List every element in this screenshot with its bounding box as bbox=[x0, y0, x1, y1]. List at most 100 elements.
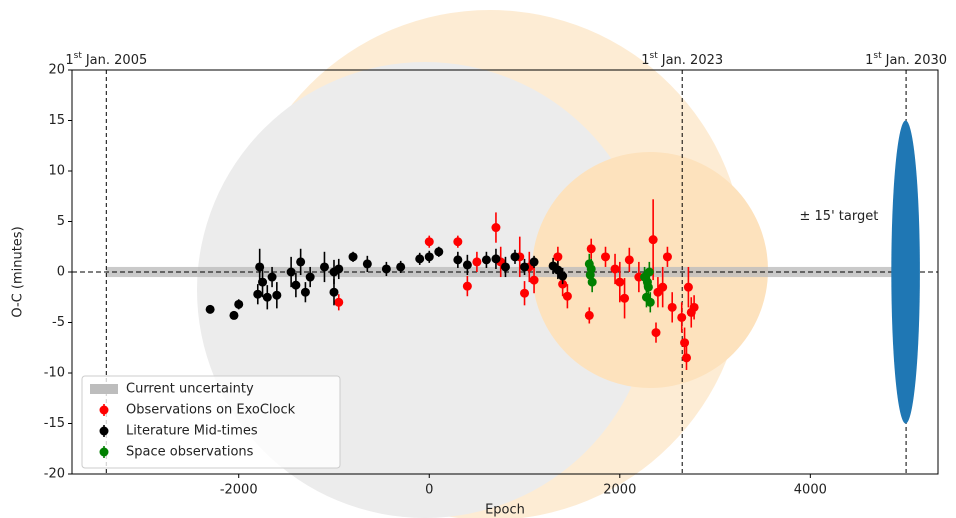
point bbox=[553, 252, 562, 261]
date-label-day: 1 bbox=[65, 53, 73, 68]
point bbox=[463, 260, 472, 269]
point bbox=[520, 289, 529, 298]
point bbox=[682, 353, 691, 362]
point bbox=[530, 257, 539, 266]
y-tick-label: 5 bbox=[57, 214, 65, 229]
date-label-suffix: st bbox=[650, 51, 659, 61]
point bbox=[663, 252, 672, 261]
x-tick-label: -2000 bbox=[220, 483, 258, 498]
y-tick-label: -20 bbox=[44, 467, 65, 482]
point bbox=[587, 244, 596, 253]
legend-swatch bbox=[90, 384, 118, 394]
point bbox=[258, 278, 267, 287]
point bbox=[425, 252, 434, 261]
y-tick-label: 15 bbox=[48, 113, 65, 128]
point bbox=[520, 262, 529, 271]
point bbox=[625, 255, 634, 264]
point bbox=[646, 298, 655, 307]
point bbox=[558, 272, 567, 281]
point bbox=[649, 235, 658, 244]
y-tick-label: -10 bbox=[44, 366, 65, 381]
point bbox=[690, 303, 699, 312]
x-axis-label: Epoch bbox=[485, 503, 525, 518]
point bbox=[301, 288, 310, 297]
point bbox=[588, 278, 597, 287]
point bbox=[291, 281, 300, 290]
y-axis-label: O-C (minutes) bbox=[11, 226, 26, 317]
chart: Epoch O-C (minutes) 1stJan. 20051stJan. … bbox=[0, 0, 956, 518]
point bbox=[645, 268, 654, 277]
legend-label: Current uncertainty bbox=[126, 382, 254, 397]
point bbox=[268, 273, 277, 282]
legend-label: Observations on ExoClock bbox=[126, 403, 296, 418]
point bbox=[482, 255, 491, 264]
point bbox=[272, 291, 281, 300]
x-tick-label: 0 bbox=[425, 483, 433, 498]
point bbox=[349, 252, 358, 261]
point bbox=[320, 262, 329, 271]
legend-label: Space observations bbox=[126, 445, 254, 460]
point bbox=[680, 338, 689, 347]
y-tick-label: -5 bbox=[52, 315, 65, 330]
point bbox=[334, 298, 343, 307]
legend-label: Literature Mid-times bbox=[126, 424, 258, 439]
date-label-rest: Jan. 2030 bbox=[885, 53, 947, 68]
legend-marker bbox=[100, 406, 109, 415]
point bbox=[463, 282, 472, 291]
point bbox=[587, 264, 596, 273]
legend-marker bbox=[100, 427, 109, 436]
y-tick-label: 10 bbox=[48, 164, 65, 179]
point bbox=[453, 255, 462, 264]
point bbox=[652, 328, 661, 337]
point bbox=[434, 247, 443, 256]
point bbox=[684, 283, 693, 292]
point bbox=[563, 292, 572, 301]
point bbox=[472, 257, 481, 266]
point bbox=[585, 311, 594, 320]
date-label-day: 1 bbox=[641, 53, 649, 68]
date-label-rest: Jan. 2005 bbox=[85, 53, 147, 68]
x-tick-label: 4000 bbox=[794, 483, 827, 498]
point bbox=[234, 300, 243, 309]
target-ellipse bbox=[891, 121, 920, 424]
point bbox=[601, 252, 610, 261]
x-tick-label: 2000 bbox=[603, 483, 636, 498]
legend-marker bbox=[100, 448, 109, 457]
point bbox=[658, 283, 667, 292]
point bbox=[668, 303, 677, 312]
date-label-rest: Jan. 2023 bbox=[661, 53, 723, 68]
point bbox=[491, 223, 500, 232]
point bbox=[530, 276, 539, 285]
point bbox=[396, 262, 405, 271]
point bbox=[306, 273, 315, 282]
point bbox=[620, 294, 629, 303]
date-label-day: 1 bbox=[865, 53, 873, 68]
point bbox=[453, 237, 462, 246]
point bbox=[677, 313, 686, 322]
point bbox=[253, 290, 262, 299]
point bbox=[263, 293, 272, 302]
point bbox=[287, 268, 296, 277]
point bbox=[611, 264, 620, 273]
y-tick-label: -15 bbox=[44, 416, 65, 431]
point bbox=[511, 252, 520, 261]
point bbox=[501, 262, 510, 271]
point bbox=[329, 288, 338, 297]
point bbox=[296, 257, 305, 266]
point bbox=[425, 237, 434, 246]
point bbox=[491, 254, 500, 263]
point bbox=[206, 305, 215, 314]
date-label-suffix: st bbox=[74, 51, 83, 61]
point bbox=[334, 264, 343, 273]
point bbox=[415, 254, 424, 263]
point bbox=[363, 259, 372, 268]
point bbox=[615, 278, 624, 287]
point bbox=[382, 264, 391, 273]
annotation: ± 15' target bbox=[800, 209, 879, 224]
point bbox=[229, 311, 238, 320]
y-tick-label: 20 bbox=[48, 63, 65, 78]
y-tick-label: 0 bbox=[57, 265, 65, 280]
